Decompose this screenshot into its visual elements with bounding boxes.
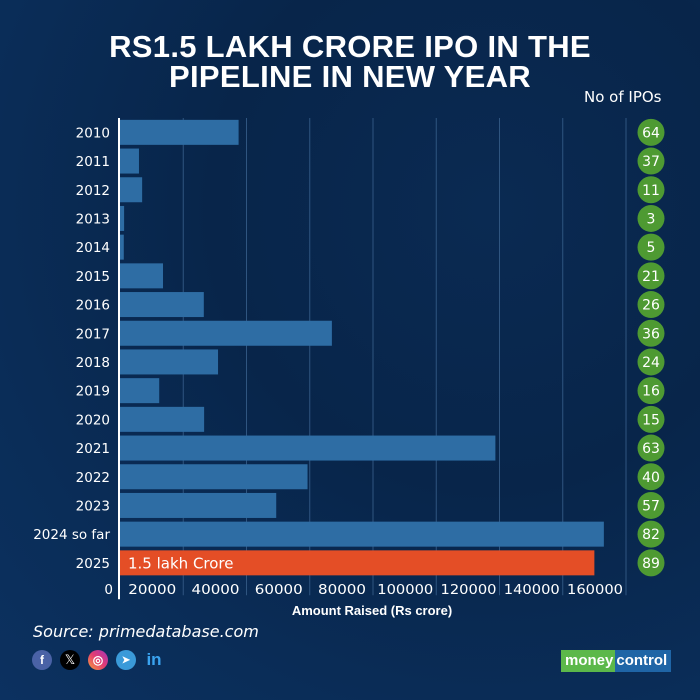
title-line-1: RS1.5 LAKH CRORE IPO IN THE <box>109 29 591 64</box>
bar <box>120 378 160 404</box>
ipo-count-label: 3 <box>647 211 656 227</box>
source-note: Source: primedatabase.com <box>33 622 259 641</box>
ipo-count-label: 89 <box>642 556 660 572</box>
category-label: 2015 <box>76 269 110 285</box>
ipo-count-circle <box>637 147 665 175</box>
x-tick-label: 80000 <box>318 582 366 598</box>
moneycontrol-logo: money control <box>561 650 672 672</box>
bar-chart: 2010 64 2011 37 2012 11 2013 3 2014 5 2015 21 2016 26… <box>33 118 665 618</box>
bar <box>120 492 277 518</box>
x-tick-label: 40000 <box>192 582 240 598</box>
category-label: 2021 <box>76 441 110 457</box>
ipo-count-label: 24 <box>642 355 660 371</box>
ipo-count-label: 11 <box>642 183 660 199</box>
category-label: 2014 <box>76 240 110 256</box>
x-tick-label: 100000 <box>377 582 433 598</box>
category-label: 2024 so far <box>33 527 110 543</box>
ipo-count-circle <box>637 233 665 261</box>
x-tick-label: 60000 <box>255 582 303 598</box>
ipo-count-circle <box>637 463 665 491</box>
category-label: 2012 <box>76 183 110 199</box>
bar <box>120 205 125 231</box>
ipo-count-header: No of IPOs <box>584 88 662 106</box>
ipo-count-circle <box>637 491 665 519</box>
category-label: 2016 <box>76 298 110 314</box>
bar <box>120 292 204 318</box>
linkedin-icon[interactable]: in <box>146 650 162 669</box>
logo-part-control: control <box>615 650 672 672</box>
category-label: 2017 <box>76 326 110 342</box>
category-label: 2023 <box>76 498 110 514</box>
category-label: 2011 <box>76 154 110 170</box>
x-tick-label: 140000 <box>504 582 560 598</box>
bar <box>120 320 332 346</box>
chart-title: RS1.5 LAKH CRORE IPO IN THE PIPELINE IN … <box>0 29 700 94</box>
category-label: 2019 <box>76 384 110 400</box>
ipo-count-circle <box>637 176 665 204</box>
bar <box>120 435 496 461</box>
ipo-count-label: 5 <box>647 240 656 256</box>
bar <box>120 263 164 289</box>
category-label: 2022 <box>76 470 110 486</box>
x-axis-label: Amount Raised (Rs crore) <box>292 603 452 618</box>
ipo-count-circle <box>637 405 665 433</box>
x-icon[interactable]: 𝕏 <box>60 650 80 670</box>
ipo-count-circle <box>637 348 665 376</box>
ipo-count-label: 63 <box>642 441 660 457</box>
ipo-count-label: 64 <box>642 125 660 141</box>
ipo-count-label: 26 <box>642 298 660 314</box>
telegram-icon[interactable]: ➤ <box>116 650 136 670</box>
category-label: 2020 <box>76 412 110 428</box>
category-label: 2025 <box>76 556 110 572</box>
facebook-icon[interactable]: f <box>32 650 52 670</box>
bar <box>120 234 124 260</box>
title-line-2: PIPELINE IN NEW YEAR <box>169 59 531 94</box>
category-label: 2013 <box>76 211 110 227</box>
bar <box>120 148 139 174</box>
x-tick-label: 20000 <box>128 582 176 598</box>
ipo-count-circle <box>637 377 665 405</box>
category-label: 2018 <box>76 355 110 371</box>
category-label: 2010 <box>76 125 110 141</box>
ipo-count-label: 40 <box>642 470 660 486</box>
x-tick-label: 0 <box>104 582 113 598</box>
highlight-bar-label: 1.5 lakh Crore <box>128 554 234 572</box>
ipo-count-label: 15 <box>642 412 660 428</box>
bar-highlight <box>120 550 595 576</box>
x-tick-label: 120000 <box>441 582 497 598</box>
ipo-count-label: 16 <box>642 384 660 400</box>
ipo-count-circle <box>637 262 665 290</box>
bar <box>120 521 604 547</box>
ipo-count-circle <box>637 549 665 577</box>
ipo-count-circle <box>637 319 665 347</box>
x-tick-label: 160000 <box>567 582 623 598</box>
ipo-count-label: 82 <box>642 527 660 543</box>
ipo-count-label: 21 <box>642 269 660 285</box>
instagram-icon[interactable]: ◎ <box>88 650 108 670</box>
bar <box>120 406 205 432</box>
bar <box>120 464 308 490</box>
ipo-count-circle <box>637 520 665 548</box>
ipo-count-label: 36 <box>642 326 660 342</box>
bar <box>120 349 219 375</box>
bar <box>120 119 239 145</box>
bar <box>120 177 143 203</box>
ipo-count-circle <box>637 204 665 232</box>
ipo-count-label: 37 <box>642 154 660 170</box>
ipo-count-circle <box>637 118 665 146</box>
social-links: f 𝕏 ◎ ➤ in <box>32 650 164 670</box>
ipo-count-label: 57 <box>642 498 660 514</box>
logo-part-money: money <box>561 650 616 672</box>
ipo-count-circle <box>637 291 665 319</box>
ipo-count-circle <box>637 434 665 462</box>
